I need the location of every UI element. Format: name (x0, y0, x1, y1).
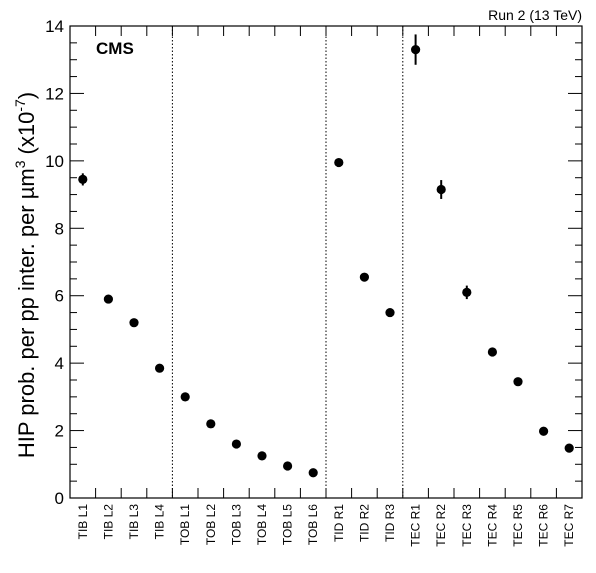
data-point (462, 287, 472, 297)
x-category-label: TIB L3 (127, 504, 141, 540)
data-point (231, 439, 241, 449)
x-category-label: TOB L3 (229, 504, 243, 545)
x-category-label: TIB L4 (153, 504, 167, 540)
x-category-label: TOB L4 (255, 504, 269, 545)
x-category-label: TEC R2 (434, 504, 448, 547)
y-tick-label: 6 (55, 287, 64, 306)
data-point (155, 363, 165, 373)
data-point (487, 347, 497, 357)
y-tick-label: 0 (55, 489, 64, 508)
y-tick-label: 2 (55, 422, 64, 441)
x-category-label: TOB L2 (204, 504, 218, 545)
x-category-label: TEC R3 (460, 504, 474, 547)
data-point (257, 451, 267, 461)
x-category-label: TOB L6 (306, 504, 320, 545)
data-point (206, 419, 216, 429)
data-point (513, 377, 523, 387)
data-point (411, 45, 421, 55)
data-point (103, 294, 113, 304)
x-category-label: TEC R7 (562, 504, 576, 547)
x-category-label: TID R1 (332, 504, 346, 542)
data-point (308, 468, 318, 478)
x-axis-ticks: TIB L1 TIB L2 TIB L3 TIB L4 TOB L1 TOB L2 TOB … (69, 26, 583, 547)
x-category-label: TEC R1 (409, 504, 423, 547)
data-point (78, 174, 88, 184)
y-tick-label: 14 (45, 17, 64, 36)
x-category-label: TEC R4 (485, 504, 499, 547)
data-point (129, 318, 139, 328)
y-axis-ticks: 0 2 4 6 8 10 12 14 (45, 17, 582, 508)
data-point (436, 184, 446, 195)
data-point (539, 426, 549, 436)
y-axis-label-unit: (x10 (14, 112, 39, 155)
y-axis-label: HIP prob. per pp inter. per µm3 (x10-7) (12, 92, 39, 458)
data-point (180, 392, 190, 402)
x-category-label: TEC R6 (537, 504, 551, 547)
data-point (359, 272, 369, 282)
x-category-label: TEC R5 (511, 504, 525, 547)
group-separators (171, 26, 404, 498)
x-category-label: TID R2 (357, 504, 371, 542)
y-tick-label: 10 (45, 152, 64, 171)
experiment-label: CMS (96, 39, 134, 58)
data-point (283, 461, 293, 471)
run-label: Run 2 (13 TeV) (488, 7, 582, 23)
y-axis-label-unit-close: ) (14, 92, 39, 99)
y-tick-label: 12 (45, 84, 64, 103)
data-points (78, 34, 574, 478)
data-point (564, 443, 574, 453)
y-axis-label-main: HIP prob. per pp inter. per µm (14, 168, 39, 458)
x-category-label: TID R3 (383, 504, 397, 542)
y-tick-label: 4 (55, 354, 64, 373)
x-category-label: TOB L1 (178, 504, 192, 545)
y-axis-label-exponent: 3 (12, 160, 28, 168)
x-category-label: TIB L1 (76, 504, 90, 540)
y-tick-label: 8 (55, 219, 64, 238)
data-point (334, 157, 344, 168)
y-axis-label-unit-exponent: -7 (12, 99, 28, 112)
data-point (385, 307, 395, 318)
x-category-label: TIB L2 (101, 504, 115, 540)
x-category-label: TOB L5 (281, 504, 295, 545)
